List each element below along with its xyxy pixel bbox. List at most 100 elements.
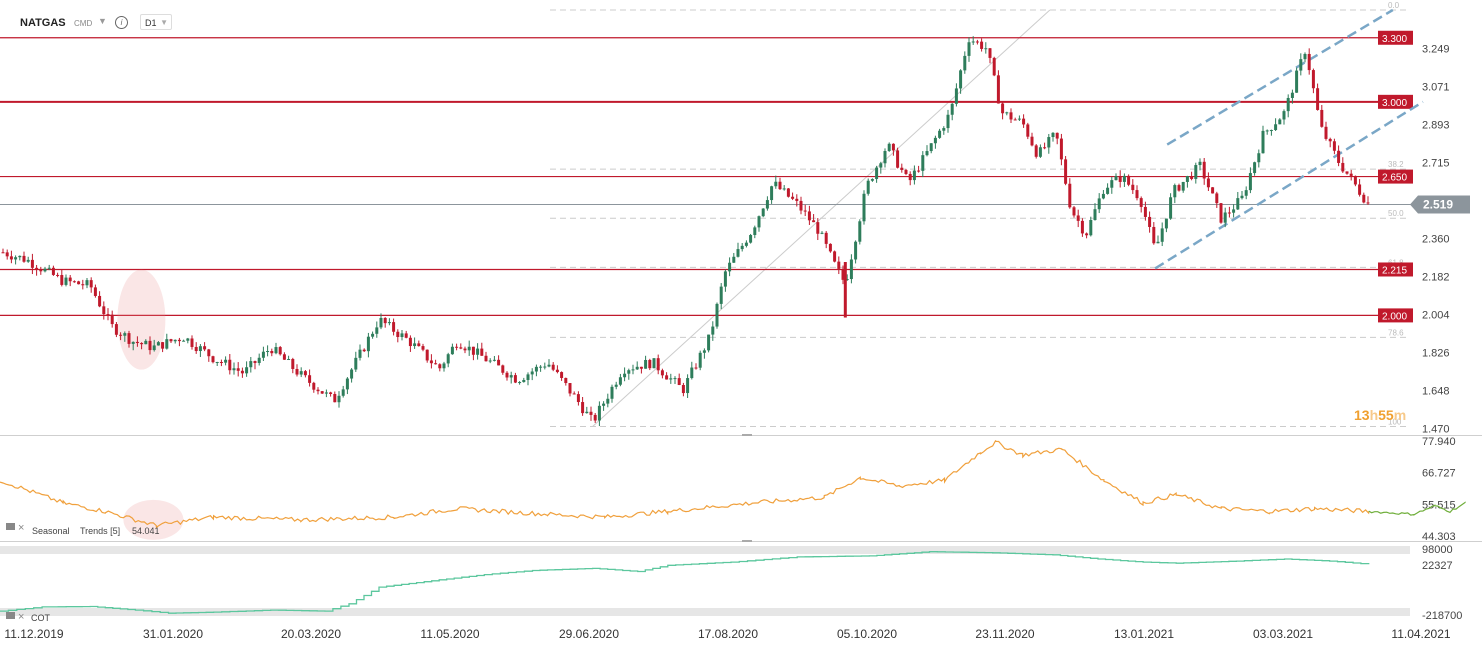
candle-body: [341, 389, 345, 396]
candle-body: [1051, 132, 1055, 138]
candle-body: [253, 361, 257, 363]
candle-body: [102, 306, 106, 315]
candle-body: [1055, 132, 1059, 139]
candle-body: [135, 341, 139, 344]
candle-body: [320, 391, 324, 394]
candle-body: [950, 103, 954, 115]
countdown-h: h: [1370, 407, 1379, 423]
cot-close-icon: ×: [18, 611, 24, 623]
candle-body: [917, 170, 921, 172]
candle-body: [669, 378, 673, 380]
candle-body: [719, 286, 723, 304]
candle-body: [308, 375, 312, 383]
symbol-label[interactable]: NATGAS: [20, 17, 66, 29]
candle-body: [660, 370, 664, 376]
instrument-class-label: CMD: [74, 19, 93, 28]
candle-body: [232, 368, 236, 371]
level-tag-label: 2.000: [1382, 311, 1407, 322]
candle-body: [1106, 187, 1110, 194]
candle-body: [702, 350, 706, 353]
candle-body: [165, 339, 169, 349]
candle-body: [631, 369, 635, 371]
candle-body: [383, 317, 387, 324]
candle-body: [1286, 97, 1290, 112]
candle-body: [425, 349, 429, 361]
candle-body: [450, 346, 454, 355]
candle-body: [1026, 124, 1030, 137]
seasonal-forecast-line: [1368, 501, 1466, 516]
y-tick-label: 2.004: [1422, 310, 1450, 322]
candle-body: [845, 279, 849, 281]
candle-body: [1135, 190, 1139, 199]
candle-body: [652, 358, 656, 369]
candle-body: [1148, 216, 1152, 227]
candle-body: [1152, 226, 1156, 244]
candle-body: [984, 48, 988, 50]
candle-body: [224, 359, 228, 363]
candle-body: [1114, 176, 1118, 181]
candle-body: [446, 354, 450, 364]
candle-body: [366, 336, 370, 352]
timeframe-label: D1: [145, 18, 157, 28]
candle-body: [837, 261, 841, 269]
candle-body: [786, 188, 790, 197]
candle-body: [812, 220, 816, 223]
candle-body: [975, 41, 979, 43]
candle-body: [581, 402, 585, 414]
candle-body: [303, 371, 307, 376]
candle-body: [1118, 176, 1122, 182]
candle-body: [1202, 161, 1206, 179]
candle-body: [1290, 92, 1294, 98]
candle-body: [35, 267, 39, 270]
candle-body: [1345, 171, 1349, 174]
candle-body: [791, 196, 795, 199]
candle-body: [1030, 136, 1034, 146]
candle-body: [807, 211, 811, 221]
candle-body: [564, 377, 568, 384]
candle-body: [539, 366, 543, 368]
candle-body: [26, 259, 30, 262]
seasonal-y-tick: 44.303: [1422, 531, 1456, 543]
candle-body: [1076, 215, 1080, 221]
timeframe-select[interactable]: D1 ▼: [140, 14, 172, 30]
candle-body: [198, 346, 202, 352]
candle-body: [278, 347, 282, 355]
candle-body: [434, 363, 438, 365]
candle-body: [1206, 178, 1210, 188]
candle-body: [686, 378, 690, 394]
y-tick-label: 2.893: [1422, 120, 1450, 132]
candle-body: [698, 352, 702, 368]
candle-body: [169, 339, 173, 342]
symbol-dropdown-icon[interactable]: ▼: [98, 16, 107, 26]
candle-body: [946, 114, 950, 129]
candle-body: [354, 357, 358, 370]
info-icon[interactable]: i: [115, 16, 128, 29]
candle-body: [324, 392, 328, 394]
candle-body: [971, 41, 975, 43]
candle-body: [387, 322, 391, 324]
candle-body: [240, 370, 244, 374]
candle-body: [131, 341, 135, 344]
fibonacci-label: 0.0: [1388, 1, 1400, 10]
candle-body: [1160, 228, 1164, 242]
fibonacci-label: 38.2: [1388, 160, 1404, 169]
candle-body: [467, 346, 471, 351]
countdown-hours: 13: [1354, 407, 1370, 423]
candle-body: [887, 143, 891, 151]
candle-body: [891, 143, 895, 151]
candle-body: [400, 333, 404, 338]
candle-body: [337, 395, 341, 403]
candle-body: [870, 179, 874, 181]
candle-body: [455, 346, 459, 348]
candle-body: [1215, 193, 1219, 204]
candle-body: [77, 281, 81, 285]
candle-body: [1131, 184, 1135, 191]
candle-body: [417, 343, 421, 347]
countdown-label: 13h55m: [1354, 407, 1406, 423]
candle-body: [715, 303, 719, 327]
candle-body: [1022, 118, 1026, 125]
candle-body: [1190, 175, 1194, 179]
candle-body: [1358, 184, 1362, 195]
